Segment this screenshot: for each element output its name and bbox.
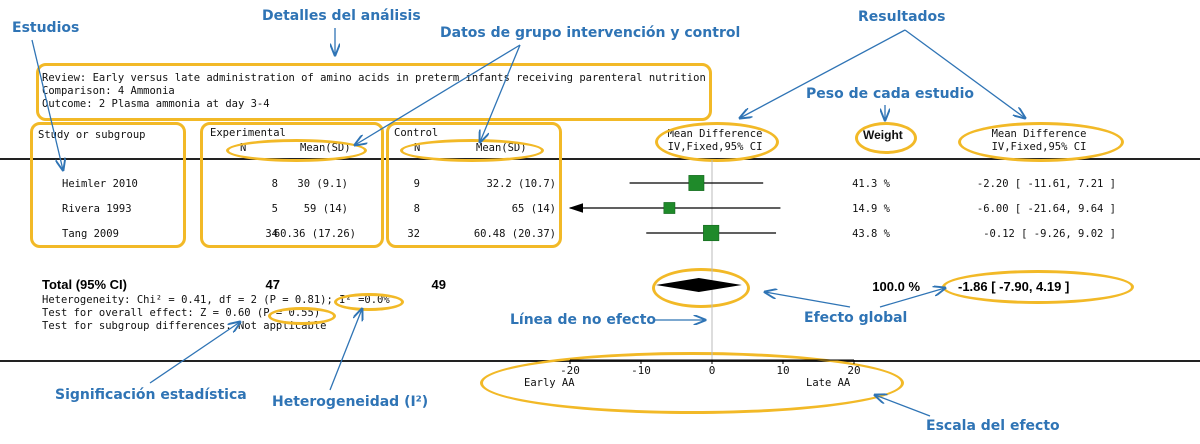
study-ctl-mean: 65 (14): [511, 203, 556, 215]
study-weight: 41.3 %: [852, 178, 890, 190]
md-values-header-highlight: [958, 122, 1124, 162]
x-tick-label: 0: [709, 364, 716, 377]
study-marker: [703, 224, 720, 242]
pvalue-highlight: [268, 307, 336, 325]
review-line: Review: Early versus late administration…: [42, 72, 706, 84]
diamond-highlight: [652, 268, 750, 308]
study-ci-text: -0.12 [ -9.26, 9.02 ]: [983, 228, 1116, 240]
outcome-line: Outcome: 2 Plasma ammonia at day 3-4: [42, 98, 270, 110]
study-ctl-n: 32: [407, 228, 420, 240]
study-ci-text: -2.20 [ -11.61, 7.21 ]: [976, 178, 1116, 190]
total-exp-n: 47: [265, 277, 280, 292]
study-ctl-mean: 32.2 (10.7): [486, 178, 556, 190]
exp-nmean-highlight: [226, 139, 367, 162]
ctl-nmean-highlight: [400, 139, 544, 162]
study-marker: [663, 202, 676, 214]
arrow-datos-ctl: [480, 44, 521, 142]
weight-highlight: [855, 122, 917, 154]
study-weight: 43.8 %: [852, 228, 890, 240]
comparison-line: Comparison: 4 Ammonia: [42, 85, 175, 97]
arrow-efecto-right: [879, 288, 945, 308]
annotation-estudios: Estudios: [12, 20, 80, 36]
x-tick-label: 20: [847, 364, 860, 377]
study-name: Heimler 2010: [62, 178, 138, 190]
total-ctl-n: 49: [431, 277, 446, 292]
study-name: Rivera 1993: [62, 203, 132, 215]
arrow-resultados-plot: [740, 29, 906, 118]
i2-highlight: [334, 293, 404, 311]
study-exp-n: 8: [271, 178, 278, 190]
header-study: Study or subgroup: [38, 129, 146, 141]
x-tick-label: -20: [560, 364, 580, 377]
experimental-highlight: [200, 122, 384, 248]
total-label: Total (95% CI): [42, 277, 127, 292]
pooled-diamond: [655, 278, 742, 292]
arrow-significacion: [149, 322, 240, 384]
annotation-efecto-global: Efecto global: [804, 310, 908, 326]
annotation-detalles: Detalles del análisis: [262, 8, 421, 24]
study-name: Tang 2009: [62, 228, 119, 240]
header-control: Control: [394, 127, 439, 139]
subgroup-text: Test for subgroup differences: Not appli…: [42, 320, 327, 332]
studies-highlight: [30, 122, 186, 248]
review-highlight: [36, 63, 712, 121]
study-exp-mean: 30 (9.1): [297, 178, 348, 190]
header-experimental: Experimental: [210, 127, 286, 139]
arrow-datos-exp: [355, 44, 521, 145]
scale-highlight: [480, 352, 904, 414]
annotation-resultados: Resultados: [858, 9, 946, 25]
arrow-resultados-values: [904, 29, 1025, 118]
study-exp-n: 34: [265, 228, 278, 240]
study-weight: 14.9 %: [852, 203, 890, 215]
study-ctl-n: 9: [413, 178, 420, 190]
overall-effect-text: Test for overall effect: Z = 0.60 (P = 0…: [42, 307, 321, 319]
annotation-significacion: Significación estadística: [55, 387, 247, 403]
md-plot-header-highlight: [655, 122, 779, 162]
x-tick-label: 10: [776, 364, 789, 377]
annotation-peso: Peso de cada estudio: [806, 86, 974, 102]
annotation-heterogeneidad: Heterogeneidad (I²): [272, 394, 429, 410]
arrow-efecto-left: [765, 292, 851, 308]
study-exp-mean: 60.36 (17.26): [273, 228, 356, 240]
annotation-linea-no-efecto: Línea de no efecto: [510, 312, 657, 328]
control-highlight: [386, 122, 562, 248]
arrow-escala: [875, 395, 931, 417]
study-exp-mean: 59 (14): [303, 203, 348, 215]
x-tick-label: -10: [631, 364, 651, 377]
arrow-estudios: [31, 39, 63, 170]
study-marker: [688, 175, 705, 191]
study-ctl-n: 8: [413, 203, 420, 215]
study-ci-text: -6.00 [ -21.64, 9.64 ]: [976, 203, 1116, 215]
study-ctl-mean: 60.48 (20.37): [473, 228, 556, 240]
arrow-heterogeneidad: [329, 309, 362, 391]
heterogeneity-text: Heterogeneity: Chi² = 0.41, df = 2 (P = …: [42, 294, 390, 306]
study-exp-n: 5: [271, 203, 278, 215]
header-rule: [0, 158, 1200, 160]
total-weight: 100.0 %: [872, 279, 920, 294]
annotation-escala: Escala del efecto: [926, 418, 1060, 434]
annotation-datos-grupo: Datos de grupo intervención y control: [440, 25, 741, 41]
